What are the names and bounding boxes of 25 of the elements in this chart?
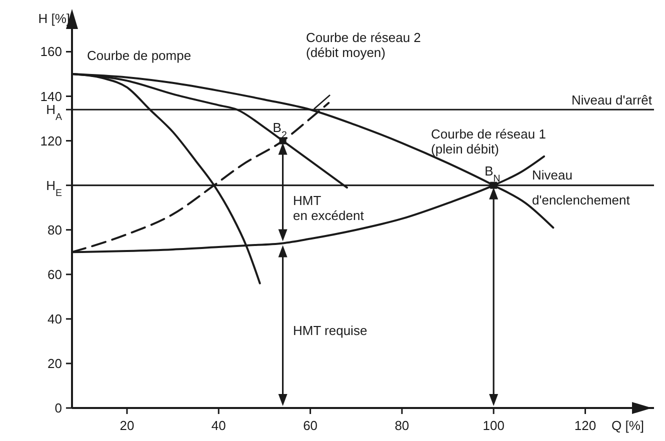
annotation: HMT requise xyxy=(293,323,368,338)
y-tick-label: 0 xyxy=(54,400,62,416)
y-tick-label: 60 xyxy=(48,266,62,282)
x-tick-label: 20 xyxy=(120,418,134,433)
annotation: Courbe de réseau 1 (plein débit) xyxy=(431,126,546,156)
y-tick-label: 40 xyxy=(48,311,62,326)
annotation: Courbe de pompe xyxy=(87,48,192,63)
x-axis-title: Q [%] xyxy=(611,418,644,433)
y-tick-label: 120 xyxy=(40,133,62,148)
x-tick-label: 80 xyxy=(394,418,410,433)
x-tick-label: 100 xyxy=(482,418,504,433)
annotation: B$_{N}$ xyxy=(484,163,500,184)
y-tick-label: 20 xyxy=(48,356,62,371)
annotation: HMT en excédent xyxy=(293,193,364,223)
y-tick-label: 160 xyxy=(40,44,62,60)
ref-line-label: Niveau d'arrêt xyxy=(571,92,652,108)
ref-line-label: Niveau d'enclenchement xyxy=(532,167,630,208)
x-tick-label: 120 xyxy=(574,418,596,433)
y-tick-label: 140 xyxy=(40,88,62,104)
annotation: Courbe de réseau 2 (débit moyen) xyxy=(306,30,421,60)
y-tick-label: H$_{A}$ xyxy=(46,102,62,123)
x-tick-label: 60 xyxy=(303,418,318,433)
x-tick-label: 40 xyxy=(211,418,226,433)
y-tick-label: 80 xyxy=(48,222,62,238)
y-tick-label: H$_{E}$ xyxy=(46,178,62,198)
